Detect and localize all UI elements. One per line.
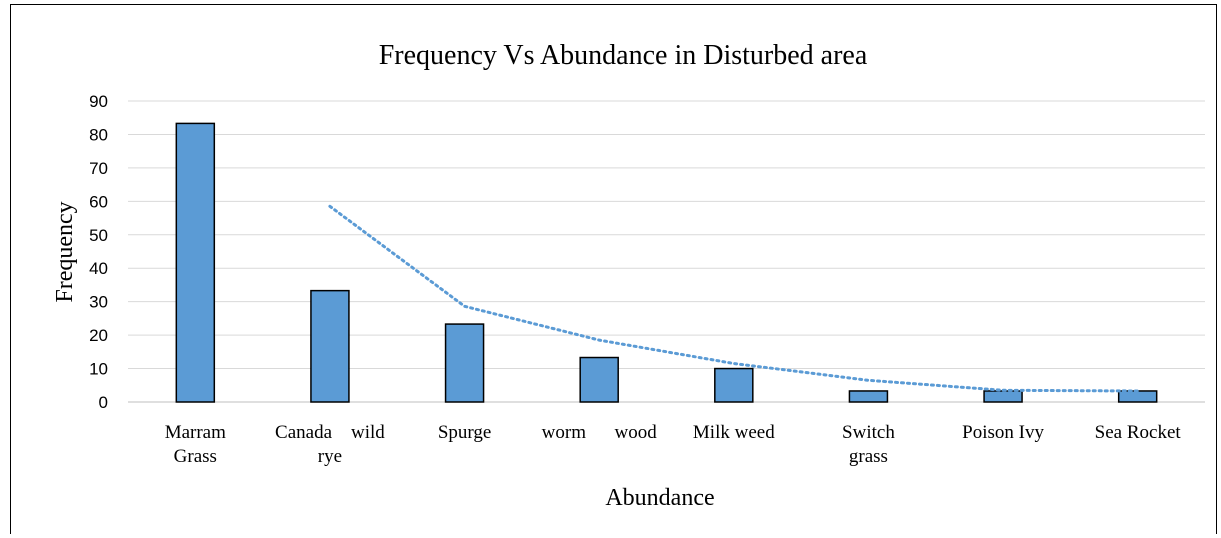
y-tick-label: 50 bbox=[89, 226, 108, 245]
bar bbox=[444, 323, 485, 403]
bar bbox=[714, 367, 754, 403]
bars bbox=[175, 122, 1158, 403]
bar bbox=[983, 390, 1023, 403]
x-axis-title: Abundance bbox=[605, 485, 714, 511]
x-tick-label: Spurge bbox=[438, 422, 491, 443]
y-tick-label: 40 bbox=[89, 259, 108, 278]
y-tick-label: 90 bbox=[89, 92, 108, 111]
trendline bbox=[328, 204, 1140, 393]
y-tick-label: 60 bbox=[89, 192, 108, 211]
bar bbox=[1117, 390, 1158, 403]
trendline-path bbox=[328, 204, 1140, 393]
y-tick-label: 10 bbox=[89, 360, 108, 379]
x-tick-label: Marram Grass bbox=[165, 422, 226, 467]
x-tick-label: Sea Rocket bbox=[1095, 422, 1182, 443]
x-tick-labels: Marram Grass Canada wild rye Spurge worm wood… bbox=[165, 422, 1182, 467]
bar bbox=[175, 122, 216, 403]
x-tick-label: worm wood bbox=[542, 422, 658, 443]
y-tick-label: 0 bbox=[99, 393, 108, 412]
x-tick-label: Switch grass bbox=[842, 422, 895, 467]
x-tick-label: Canada wild rye bbox=[275, 422, 385, 467]
y-tick-label: 80 bbox=[89, 125, 108, 144]
y-tick-label: 70 bbox=[89, 159, 108, 178]
bar bbox=[579, 356, 619, 403]
y-tick-labels: 0 10 20 30 40 50 60 70 80 90 bbox=[89, 92, 108, 412]
y-tick-label: 20 bbox=[89, 326, 108, 345]
chart-frame bbox=[10, 4, 1217, 534]
chart-title: Frequency Vs Abundance in Disturbed area bbox=[379, 40, 868, 71]
y-axis-title: Frequency bbox=[52, 201, 78, 302]
bar bbox=[310, 289, 350, 403]
x-tick-label: Milk weed bbox=[693, 422, 775, 443]
x-tick-label: Poison Ivy bbox=[962, 422, 1044, 443]
y-tick-label: 30 bbox=[89, 293, 108, 312]
bar bbox=[848, 390, 889, 403]
grid bbox=[128, 100, 1205, 403]
